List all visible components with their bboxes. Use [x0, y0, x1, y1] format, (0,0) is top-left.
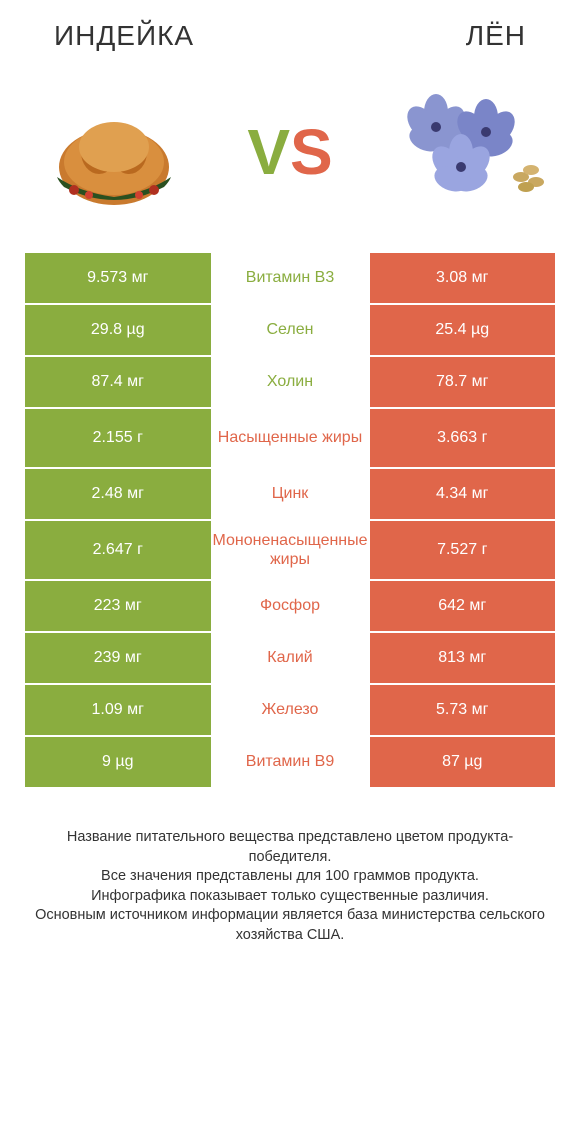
comparison-table: 9.573 мгВитамин B33.08 мг29.8 µgСелен25.…	[24, 252, 556, 788]
nutrient-name: Фосфор	[211, 581, 370, 631]
footer-line-4: Основным источником информации является …	[34, 906, 546, 945]
value-left: 87.4 мг	[25, 357, 211, 407]
value-right: 3.08 мг	[370, 253, 556, 303]
value-left: 29.8 µg	[25, 305, 211, 355]
value-right: 78.7 мг	[370, 357, 556, 407]
nutrient-name: Селен	[211, 305, 370, 355]
title-left: ИНДЕЙКА	[54, 20, 194, 52]
table-row: 223 мгФосфор642 мг	[24, 580, 556, 632]
value-left: 9.573 мг	[25, 253, 211, 303]
turkey-image	[24, 82, 204, 222]
header: ИНДЕЙКА ЛЁН	[24, 20, 556, 72]
nutrient-name: Насыщенные жиры	[211, 409, 370, 467]
value-right: 813 мг	[370, 633, 556, 683]
nutrient-name: Витамин B9	[211, 737, 370, 787]
value-left: 239 мг	[25, 633, 211, 683]
vs-s: S	[290, 116, 333, 188]
nutrient-name: Витамин B3	[211, 253, 370, 303]
table-row: 239 мгКалий813 мг	[24, 632, 556, 684]
vs-label: VS	[247, 115, 332, 189]
nutrient-name: Мононенасыщенные жиры	[211, 521, 370, 579]
nutrient-name: Калий	[211, 633, 370, 683]
value-left: 2.155 г	[25, 409, 211, 467]
table-row: 2.647 гМононенасыщенные жиры7.527 г	[24, 520, 556, 580]
title-right: ЛЁН	[466, 20, 526, 52]
vs-row: VS	[24, 72, 556, 252]
table-row: 29.8 µgСелен25.4 µg	[24, 304, 556, 356]
footer: Название питательного вещества представл…	[24, 828, 556, 945]
nutrient-name: Железо	[211, 685, 370, 735]
value-left: 2.647 г	[25, 521, 211, 579]
nutrient-name: Холин	[211, 357, 370, 407]
value-left: 9 µg	[25, 737, 211, 787]
table-row: 9.573 мгВитамин B33.08 мг	[24, 252, 556, 304]
table-row: 2.155 гНасыщенные жиры3.663 г	[24, 408, 556, 468]
table-row: 2.48 мгЦинк4.34 мг	[24, 468, 556, 520]
footer-line-1: Название питательного вещества представл…	[34, 828, 546, 867]
value-right: 87 µg	[370, 737, 556, 787]
table-row: 9 µgВитамин B987 µg	[24, 736, 556, 788]
value-right: 25.4 µg	[370, 305, 556, 355]
value-right: 7.527 г	[370, 521, 556, 579]
value-left: 2.48 мг	[25, 469, 211, 519]
value-right: 3.663 г	[370, 409, 556, 467]
value-right: 642 мг	[370, 581, 556, 631]
footer-line-3: Инфографика показывает только существенн…	[34, 887, 546, 907]
vs-v: V	[247, 116, 290, 188]
nutrient-name: Цинк	[211, 469, 370, 519]
flax-image	[376, 82, 556, 222]
value-left: 1.09 мг	[25, 685, 211, 735]
value-right: 5.73 мг	[370, 685, 556, 735]
table-row: 87.4 мгХолин78.7 мг	[24, 356, 556, 408]
value-left: 223 мг	[25, 581, 211, 631]
table-row: 1.09 мгЖелезо5.73 мг	[24, 684, 556, 736]
value-right: 4.34 мг	[370, 469, 556, 519]
footer-line-2: Все значения представлены для 100 граммо…	[34, 867, 546, 887]
